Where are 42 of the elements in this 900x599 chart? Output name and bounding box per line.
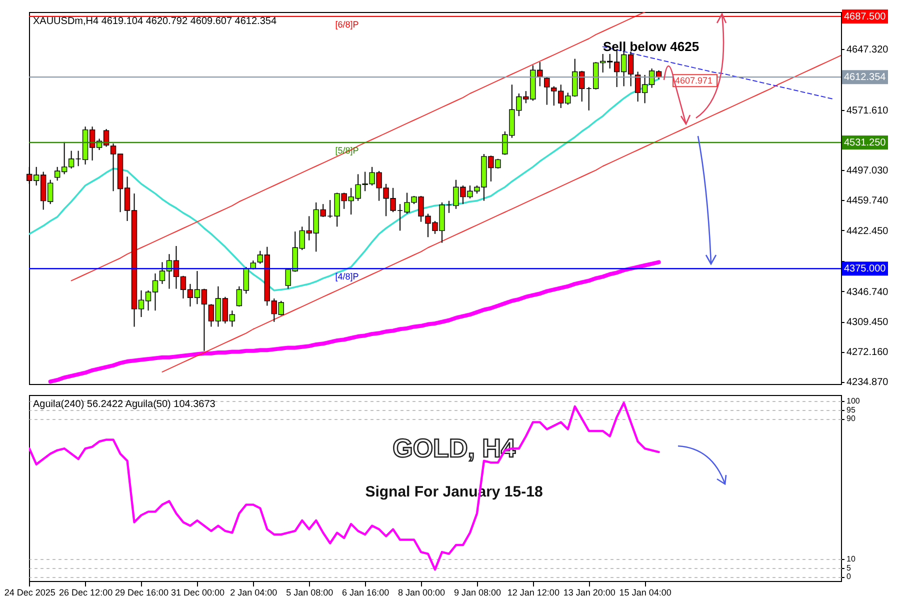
ref-line-label: 4375.000 bbox=[844, 264, 886, 275]
x-tick-label: 15 Jan 04:00 bbox=[619, 588, 672, 598]
annotation: 4607.971 bbox=[675, 76, 713, 86]
candlestick bbox=[544, 76, 550, 106]
annotation: [4/8]P bbox=[335, 272, 359, 282]
y-tick-label: 0 bbox=[846, 572, 852, 582]
x-tick-label: 29 Dec 16:00 bbox=[114, 588, 169, 598]
annotation: [6/8]P bbox=[335, 19, 359, 30]
ref-line-label: 4531.250 bbox=[844, 138, 886, 149]
x-tick-label: 26 Dec 12:00 bbox=[59, 588, 113, 598]
y-tick-label: 4459.740 bbox=[846, 196, 889, 207]
x-tick-label: 2 Jan 04:00 bbox=[230, 588, 278, 598]
ref-line-label: 4687.500 bbox=[844, 11, 886, 22]
line-series bbox=[162, 55, 841, 372]
y-tick-label: 100 bbox=[846, 396, 860, 406]
y-tick-label: 4309.450 bbox=[846, 317, 889, 328]
line-series bbox=[48, 260, 661, 384]
y-tick-label: 4647.320 bbox=[846, 44, 889, 56]
y-tick-label: 4422.450 bbox=[846, 226, 889, 237]
annotation: GOLD, H4 bbox=[392, 432, 516, 463]
x-tick-label: 6 Jan 16:00 bbox=[342, 588, 390, 598]
y-tick-label: 4346.740 bbox=[846, 286, 889, 298]
x-tick-label: 24 Dec 2025 bbox=[4, 588, 56, 598]
y-tick-label: 5 bbox=[846, 563, 852, 572]
line-series bbox=[29, 402, 660, 571]
x-tick-label: 13 Jan 20:00 bbox=[563, 588, 616, 598]
y-tick-label: 95 bbox=[846, 405, 856, 414]
annotation: Sell below 4625 bbox=[602, 39, 700, 54]
y-tick-label: 4497.030 bbox=[846, 166, 889, 177]
chart-title: Aguila(240) 56.2422 Aguila(50) 104.3673 bbox=[33, 399, 216, 410]
ref-line-label: 4612.354 bbox=[844, 72, 886, 84]
chart-title: XAUUSDm,H4 4619.104 4620.792 4609.607 4612.354 bbox=[33, 16, 277, 27]
y-tick-label: 4272.160 bbox=[846, 347, 889, 358]
x-tick-label: 8 Jan 00:00 bbox=[398, 588, 446, 598]
y-tick-label: 10 bbox=[846, 554, 856, 564]
y-tick-label: 4571.610 bbox=[846, 105, 889, 116]
x-tick-label: 31 Dec 00:00 bbox=[170, 588, 224, 598]
y-tick-label: 90 bbox=[846, 414, 856, 424]
x-tick-label: 5 Jan 08:00 bbox=[286, 588, 334, 598]
x-tick-label: 9 Jan 08:00 bbox=[454, 588, 501, 598]
x-tick-label: 12 Jan 12:00 bbox=[507, 588, 560, 598]
y-tick-label: 4234.870 bbox=[846, 377, 889, 388]
